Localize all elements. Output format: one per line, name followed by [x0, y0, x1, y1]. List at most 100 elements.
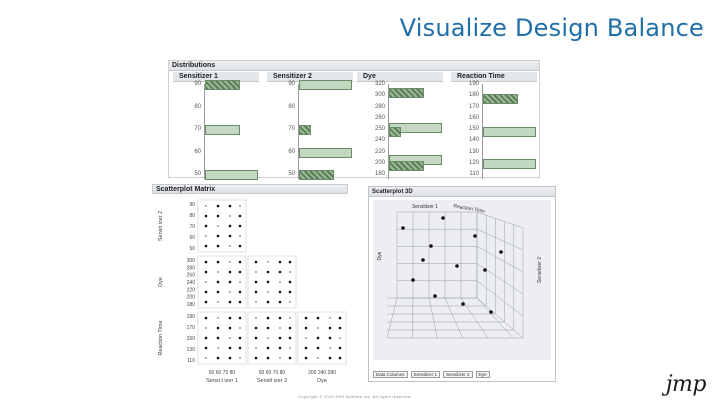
- matrix-point: [254, 290, 258, 294]
- matrix-point: [266, 316, 270, 320]
- matrix-point: [254, 326, 258, 330]
- distribution-column: Sensitizer 2 90 80 70 60 50: [267, 72, 353, 180]
- plot-background: [373, 200, 551, 360]
- histogram-tick-label: 90: [288, 81, 295, 87]
- scatter3d-point[interactable]: [401, 226, 405, 230]
- matrix-point: [317, 357, 319, 359]
- distribution-column-label[interactable]: Dye: [357, 72, 443, 82]
- matrix-cell[interactable]: [197, 199, 247, 253]
- histogram-bar[interactable]: [299, 80, 352, 90]
- matrix-point: [229, 215, 231, 217]
- matrix-point: [238, 244, 242, 248]
- scatter3d-point[interactable]: [499, 250, 503, 254]
- scatterplot-3d-panel: Scatterplot 3D Sensitizer 1 Reaction Time…: [368, 186, 556, 382]
- distribution-column-label[interactable]: Reaction Time: [451, 72, 537, 82]
- distribution-histogram: 320 300 280 260 250 240 220 200 180: [357, 81, 443, 179]
- matrix-row-label: Sensit izer 2: [158, 211, 164, 241]
- histogram-tick-label: 140: [468, 137, 479, 144]
- matrix-y-tick: 50: [189, 246, 195, 252]
- scatter3d-axis-label: Sensitizer 2: [537, 257, 543, 283]
- matrix-y-tick: 240: [187, 280, 196, 286]
- matrix-point: [266, 300, 270, 304]
- scatter3d-point[interactable]: [489, 310, 493, 314]
- matrix-point: [304, 316, 308, 320]
- scatter3d-point[interactable]: [473, 234, 477, 238]
- histogram-bar[interactable]: [299, 170, 334, 180]
- matrix-point: [204, 260, 208, 264]
- scatter3d-point[interactable]: [433, 294, 437, 298]
- histogram-bar[interactable]: [483, 159, 536, 170]
- scatter3d-axis-label: Dye: [377, 251, 383, 260]
- scatter3d-point[interactable]: [483, 268, 487, 272]
- matrix-y-tick: 280: [187, 265, 196, 271]
- matrix-point: [304, 356, 308, 360]
- histogram-tick-label: 260: [374, 114, 385, 121]
- matrix-point: [217, 347, 219, 349]
- grid-line: [460, 297, 489, 339]
- distributions-header[interactable]: Distributions: [169, 61, 539, 71]
- matrix-point: [288, 336, 292, 340]
- matrix-point: [254, 356, 258, 360]
- histogram-tick-label: 190: [468, 81, 479, 87]
- matrix-y-tick: 70: [189, 224, 195, 230]
- matrix-row-label: Reaction Time: [158, 320, 164, 355]
- matrix-point: [205, 235, 207, 237]
- scatter3d-point[interactable]: [421, 258, 425, 262]
- matrix-point: [288, 280, 292, 284]
- histogram-bar[interactable]: [205, 125, 240, 135]
- histogram-bar[interactable]: [389, 87, 424, 98]
- histogram-tick-label: 280: [374, 103, 385, 110]
- matrix-point: [228, 326, 232, 330]
- histogram-bar[interactable]: [205, 170, 258, 180]
- matrix-x-tick: 50 60 70 80: [209, 370, 236, 376]
- matrix-point: [216, 244, 220, 248]
- histogram-tick-label: 300: [374, 92, 385, 99]
- scatterplot-3d-control[interactable]: Data Columns: [373, 371, 408, 378]
- matrix-point: [255, 347, 257, 349]
- histogram-bar[interactable]: [389, 127, 401, 138]
- matrix-point: [216, 336, 220, 340]
- histogram-tick-label: 50: [288, 171, 295, 177]
- matrix-point: [238, 300, 242, 304]
- histogram-bar[interactable]: [299, 125, 311, 135]
- matrix-point: [228, 234, 232, 238]
- matrix-point: [266, 346, 270, 350]
- matrix-point: [205, 357, 207, 359]
- scatter3d-axis-label: Sensitizer 1: [412, 204, 438, 210]
- matrix-point: [228, 356, 232, 360]
- histogram-bar[interactable]: [299, 147, 352, 158]
- matrix-point: [339, 337, 341, 339]
- histogram-tick-label: 120: [468, 159, 479, 166]
- matrix-point: [238, 336, 242, 340]
- matrix-row-label: Dye: [158, 277, 164, 287]
- scatter3d-point[interactable]: [455, 264, 459, 268]
- histogram-tick-label: 60: [288, 148, 295, 155]
- histogram-tick-label: 320: [374, 81, 385, 87]
- scatterplot-3d-control[interactable]: Dye: [475, 371, 490, 378]
- histogram-bar[interactable]: [389, 161, 424, 171]
- scatterplot-3d-header[interactable]: Scatterplot 3D: [369, 187, 555, 197]
- matrix-point: [278, 270, 282, 274]
- matrix-point: [254, 280, 258, 284]
- scatterplot-matrix-header[interactable]: Scatterplot Matrix: [152, 184, 348, 194]
- histogram-bar[interactable]: [483, 127, 536, 138]
- scatterplot-3d-plot[interactable]: Sensitizer 1 Reaction Time Dye Sensitizer 2: [373, 200, 551, 360]
- histogram-tick-label: 70: [288, 126, 295, 132]
- grid-line: [476, 297, 514, 339]
- matrix-point: [255, 271, 257, 273]
- matrix-point: [328, 336, 332, 340]
- scatter3d-point[interactable]: [461, 302, 465, 306]
- scatter3d-point[interactable]: [411, 278, 415, 282]
- scatter3d-point[interactable]: [429, 244, 433, 248]
- distribution-histogram: 190 180 170 160 150 140 130 120 110: [451, 81, 537, 179]
- matrix-point: [289, 317, 291, 319]
- scatter3d-point[interactable]: [441, 216, 445, 220]
- matrix-point: [316, 346, 320, 350]
- matrix-x-label: Dye: [317, 378, 327, 384]
- matrix-point: [254, 336, 258, 340]
- matrix-point: [278, 316, 282, 320]
- histogram-bar[interactable]: [205, 80, 240, 90]
- scatterplot-3d-control[interactable]: Sensitizer 1: [410, 371, 441, 378]
- histogram-bar[interactable]: [483, 93, 518, 104]
- scatterplot-3d-control[interactable]: Sensitizer 2: [443, 371, 473, 378]
